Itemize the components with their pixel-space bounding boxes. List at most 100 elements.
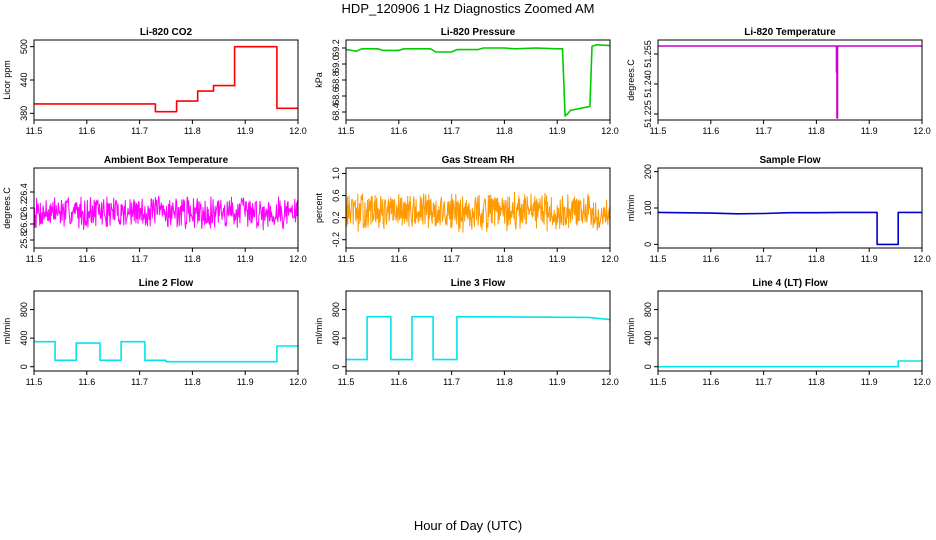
- data-area: [34, 45, 298, 113]
- panel-title: Line 2 Flow: [139, 278, 194, 289]
- panel-1: Li-820 CO2 11.5 11.6 11.7 11.8 11.9 12.0 380 440…: [2, 27, 307, 136]
- y-tick-label: 68.4: [331, 103, 341, 121]
- panel-title: Ambient Box Temperature: [104, 155, 229, 166]
- x-tick-label: 11.8: [184, 126, 201, 136]
- x-tick-label: 12.0: [601, 254, 619, 264]
- data-area: [346, 43, 610, 117]
- y-axis-label: ml/min: [314, 318, 324, 345]
- x-tick-label: 11.9: [549, 254, 566, 264]
- y-tick-label: 400: [19, 331, 29, 346]
- panel-2: Li-820 Pressure 11.5 11.6 11.7 11.8 11.9 12.0 6…: [314, 27, 619, 136]
- series-line-1: [658, 45, 922, 119]
- data-area: [34, 195, 298, 231]
- y-tick-label: 380: [19, 106, 29, 121]
- y-tick-label: 400: [331, 331, 341, 346]
- y-tick-label: 25.8: [19, 231, 29, 249]
- x-tick-label: 11.7: [443, 377, 460, 387]
- y-tick-label: 800: [19, 302, 29, 317]
- y-tick-label: 1.0: [331, 167, 341, 180]
- x-tick-label: 11.6: [78, 126, 95, 136]
- panel-3: Li-820 Temperature 11.5 11.6 11.7 11.8 11.9 12…: [626, 27, 931, 136]
- x-tick-label: 12.0: [289, 126, 307, 136]
- y-tick-label: 68.8: [331, 71, 341, 89]
- data-area: [34, 340, 298, 363]
- x-tick-label: 11.5: [650, 377, 667, 387]
- x-tick-label: 11.5: [338, 377, 355, 387]
- panel-title: Li-820 Pressure: [441, 27, 516, 38]
- y-tick-label: 0.2: [331, 211, 341, 224]
- x-tick-label: 11.7: [443, 126, 460, 136]
- panel-title: Li-820 Temperature: [744, 27, 836, 38]
- series-line-1: [346, 315, 610, 361]
- y-axis-label: kPa: [314, 72, 324, 88]
- plot-frame: [33, 290, 299, 372]
- x-tick-label: 11.9: [237, 126, 254, 136]
- x-tick-label: 11.8: [496, 377, 513, 387]
- x-tick-label: 11.8: [808, 377, 825, 387]
- x-tick-label: 11.7: [131, 126, 148, 136]
- panel-9: Line 4 (LT) Flow 11.5 11.6 11.7 11.8 11.9 12.0…: [626, 278, 931, 387]
- x-tick-label: 11.6: [390, 126, 407, 136]
- x-tick-label: 11.7: [755, 126, 772, 136]
- x-tick-label: 11.6: [78, 377, 95, 387]
- y-tick-label: 0: [19, 364, 29, 369]
- y-tick-label: 51.225: [643, 100, 653, 128]
- panel-8: Line 3 Flow 11.5 11.6 11.7 11.8 11.9 12.0 0 400 8…: [314, 278, 619, 387]
- series-line-1: [346, 43, 610, 117]
- x-tick-label: 11.6: [702, 126, 719, 136]
- x-tick-label: 11.6: [702, 377, 719, 387]
- x-tick-label: 12.0: [913, 377, 931, 387]
- series-line-1: [658, 360, 922, 368]
- x-tick-label: 11.5: [338, 254, 355, 264]
- x-tick-label: 12.0: [913, 254, 931, 264]
- x-tick-label: 11.5: [26, 254, 43, 264]
- plot-frame: [657, 290, 923, 372]
- x-tick-label: 11.8: [808, 126, 825, 136]
- x-tick-label: 11.5: [338, 126, 355, 136]
- y-tick-label: 0: [643, 364, 653, 369]
- y-tick-label: 69.0: [331, 55, 341, 73]
- x-tick-label: 11.5: [26, 126, 43, 136]
- plot-frame: [657, 167, 923, 249]
- x-tick-label: 11.8: [496, 126, 513, 136]
- x-tick-label: 11.6: [390, 377, 407, 387]
- y-tick-label: 800: [643, 302, 653, 317]
- x-tick-label: 11.5: [26, 377, 43, 387]
- y-axis-label: degrees.C: [2, 187, 12, 229]
- x-tick-label: 11.9: [549, 126, 566, 136]
- panel-4: Ambient Box Temperature 11.5 11.6 11.7 11.8 1…: [2, 155, 307, 264]
- y-tick-label: 26.2: [19, 199, 29, 217]
- y-tick-label: 0: [643, 242, 653, 247]
- x-tick-label: 11.9: [549, 377, 566, 387]
- x-tick-label: 12.0: [289, 377, 307, 387]
- series-line-1: [34, 195, 298, 231]
- x-tick-label: 11.8: [184, 377, 201, 387]
- y-tick-label: 69.2: [331, 39, 341, 57]
- x-axis-label: Hour of Day (UTC): [413, 518, 523, 533]
- y-axis-label: percent: [314, 192, 324, 223]
- y-tick-label: 0: [331, 364, 341, 369]
- y-axis-label: ml/min: [626, 318, 636, 345]
- y-tick-label: 400: [643, 331, 653, 346]
- x-tick-label: 12.0: [601, 377, 619, 387]
- figure-title: HDP_120906 1 Hz Diagnostics Zoomed AM: [341, 1, 595, 16]
- x-tick-label: 11.7: [755, 377, 772, 387]
- y-tick-label: 68.6: [331, 87, 341, 105]
- plot-frame: [657, 39, 923, 121]
- panel-title: Line 3 Flow: [451, 278, 506, 289]
- x-tick-label: 11.9: [237, 377, 254, 387]
- y-tick-label: 100: [643, 200, 653, 215]
- series-line-1: [34, 45, 298, 113]
- x-tick-label: 11.5: [650, 126, 667, 136]
- y-tick-label: 26.4: [19, 183, 29, 201]
- panel-title: Line 4 (LT) Flow: [752, 278, 828, 289]
- x-tick-label: 11.9: [861, 377, 878, 387]
- x-tick-label: 12.0: [289, 254, 307, 264]
- x-tick-label: 12.0: [913, 126, 931, 136]
- x-tick-label: 11.8: [808, 254, 825, 264]
- panel-title: Sample Flow: [759, 155, 820, 166]
- x-tick-label: 11.6: [390, 254, 407, 264]
- data-area: [346, 315, 610, 361]
- series-line-1: [34, 340, 298, 363]
